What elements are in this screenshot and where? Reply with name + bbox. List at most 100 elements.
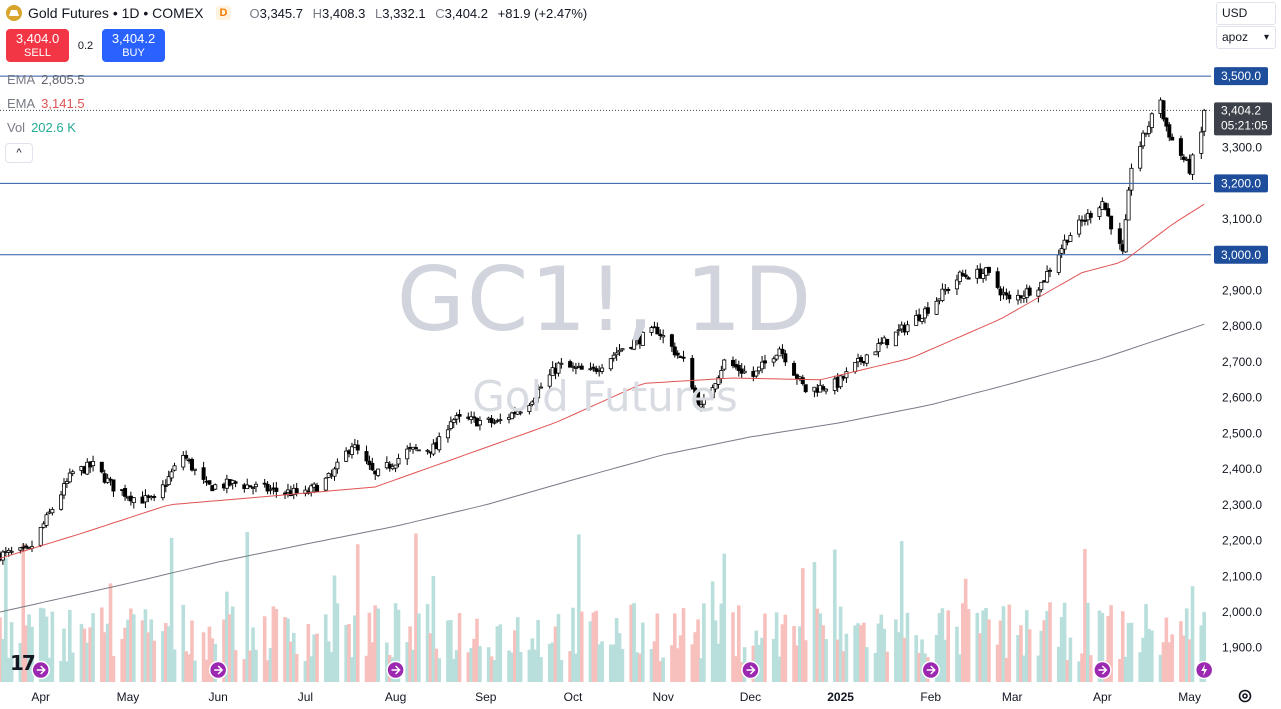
volume-bar (1019, 625, 1023, 682)
indicator-ema-slow[interactable]: EMA 2,805.5 (7, 72, 85, 87)
event-marker-icon[interactable] (741, 660, 760, 680)
candle-body (1138, 146, 1143, 169)
volume-bar (617, 633, 622, 682)
volume-bars (0, 532, 1206, 682)
candle-body (1190, 154, 1195, 175)
volume-bar (457, 613, 462, 682)
unit-select[interactable]: apoz ▾ (1216, 26, 1276, 49)
candle-body (181, 454, 186, 468)
candle-body (477, 420, 482, 426)
volume-bar (385, 642, 389, 682)
candle-body (332, 468, 337, 477)
volume-bar (841, 651, 846, 682)
symbol-legend: Gold Futures • 1D • COMEX D O3,345.7 H3,… (6, 5, 587, 21)
volume-bar (771, 638, 776, 682)
volume-bar (1059, 617, 1064, 682)
volume-bar (818, 613, 823, 682)
volume-bar (1202, 611, 1206, 682)
candle-body (579, 365, 584, 370)
volume-bar (943, 639, 948, 682)
volume-bar (265, 660, 270, 682)
candle-body (701, 397, 706, 405)
volume-bar (1045, 610, 1049, 682)
candle-body (925, 307, 930, 314)
volume-bar (914, 635, 919, 682)
volume-bar (655, 613, 660, 682)
candle-body (498, 419, 503, 422)
volume-bar (803, 640, 808, 682)
candle-body (591, 366, 596, 369)
volume-bar (1001, 606, 1006, 682)
volume-bar (242, 659, 247, 682)
buy-button[interactable]: 3,404.2 BUY (102, 29, 165, 62)
candle-body (824, 388, 829, 392)
y-tick-label: 1,900.0 (1222, 641, 1262, 655)
volume-bar (611, 644, 616, 682)
volume-bar (780, 624, 785, 682)
volume-bar (574, 653, 578, 682)
candle-body (771, 358, 776, 363)
candle-body (588, 368, 593, 371)
volume-bar (454, 650, 459, 682)
gold-symbol-icon (6, 5, 22, 21)
currency-select[interactable]: USD (1216, 2, 1276, 25)
candle-body (24, 545, 29, 548)
volume-bar (597, 644, 601, 682)
gear-icon[interactable] (1237, 688, 1253, 704)
indicator-ema-fast[interactable]: EMA 3,141.5 (7, 96, 85, 111)
y-tick-label: 2,000.0 (1222, 605, 1262, 619)
symbol-title[interactable]: Gold Futures • 1D • COMEX (28, 5, 204, 21)
volume-bar (303, 660, 308, 682)
volume-bar (68, 609, 72, 682)
event-marker-icon[interactable] (31, 660, 50, 680)
volume-bar (181, 604, 186, 682)
volume-bar (18, 642, 23, 682)
volume-bar (1120, 611, 1125, 682)
y-tick-label: 2,500.0 (1222, 426, 1262, 440)
lightning-icon[interactable] (1194, 660, 1214, 680)
volume-bar (673, 613, 677, 682)
candle-body (61, 483, 66, 496)
volume-bar (920, 639, 924, 682)
candle-body (1004, 292, 1009, 296)
candle-body (896, 329, 901, 332)
volume-bar (88, 627, 92, 682)
volume-bar (283, 617, 287, 682)
volume-bar (838, 606, 843, 682)
x-tick-label: Apr (31, 690, 50, 704)
volume-bar (681, 608, 686, 682)
candle-body (1178, 138, 1183, 156)
candle-body (885, 338, 890, 346)
candle-body (131, 497, 136, 504)
volume-bar (975, 612, 980, 682)
indicator-name: EMA (7, 72, 36, 87)
y-tick-label: 2,900.0 (1222, 283, 1262, 297)
volume-bar (821, 625, 825, 682)
candle-body (905, 324, 910, 333)
y-tick-label: 2,100.0 (1222, 569, 1262, 583)
volume-bar (533, 649, 537, 682)
volume-bar (431, 575, 436, 682)
candle-body (349, 446, 354, 455)
volume-bar (571, 607, 575, 682)
volume-bar (696, 619, 700, 682)
x-tick-label: 2025 (827, 690, 854, 704)
volume-bar (193, 660, 197, 682)
event-marker-icon[interactable] (1093, 660, 1112, 680)
event-marker-icon[interactable] (208, 660, 228, 680)
event-marker-icon[interactable] (921, 660, 941, 680)
collapse-legend-button[interactable]: ^ (5, 143, 33, 163)
event-marker-icon[interactable] (386, 660, 405, 680)
candle-body (760, 361, 765, 370)
candle-body (1126, 189, 1131, 221)
y-tick-label: 2,200.0 (1222, 534, 1262, 548)
indicator-volume[interactable]: Vol 202.6 K (7, 120, 76, 135)
delayed-badge[interactable]: D (215, 6, 232, 20)
volume-bar (995, 644, 1000, 682)
volume-bar (62, 628, 66, 682)
volume-bar (1147, 628, 1151, 682)
candle-body (722, 359, 727, 370)
volume-bar (955, 626, 959, 682)
sell-button[interactable]: 3,404.0 SELL (6, 29, 69, 62)
